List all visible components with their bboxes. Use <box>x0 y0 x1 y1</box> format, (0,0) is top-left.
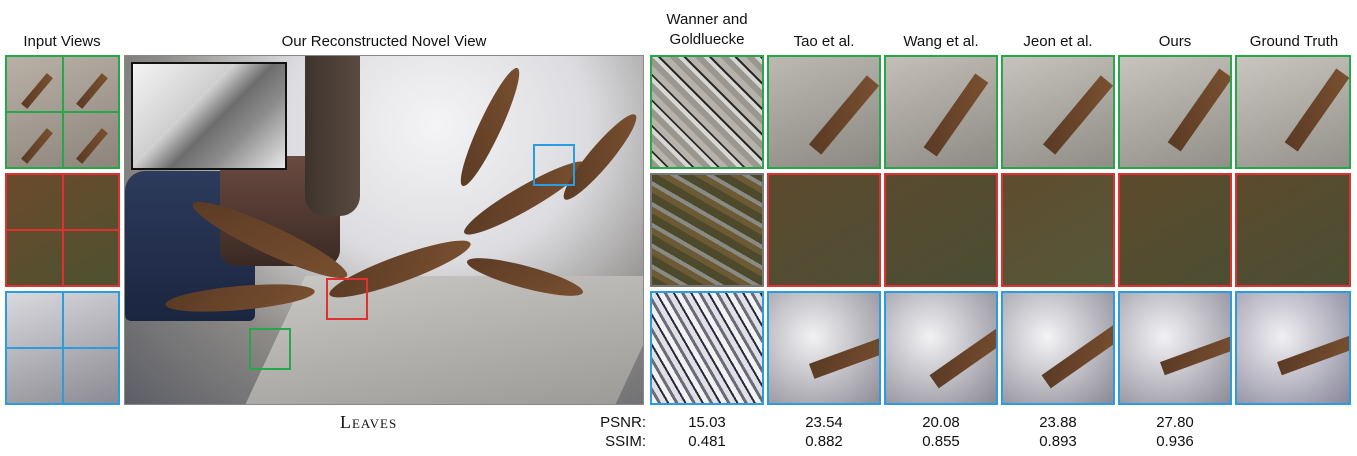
scene-label: Leaves <box>340 412 397 433</box>
tile-ground-truth-blue <box>1235 291 1351 405</box>
input-views-red <box>5 173 120 287</box>
ssim-wang: 0.855 <box>884 432 998 451</box>
tile-wang-green <box>884 55 998 169</box>
tile-ours-red <box>1118 173 1232 287</box>
header-novel-view: Our Reconstructed Novel View <box>124 32 644 52</box>
highlight-box-blue <box>533 144 575 186</box>
tile-wanner-green <box>650 55 764 169</box>
header-method-ground-truth: Ground Truth <box>1235 32 1353 52</box>
ssim-jeon: 0.893 <box>1001 432 1115 451</box>
tree-trunk <box>305 56 360 216</box>
ssim-wanner: 0.481 <box>650 432 764 451</box>
tile-jeon-red <box>1001 173 1115 287</box>
tile-ground-truth-red <box>1235 173 1351 287</box>
highlight-box-green <box>249 328 291 370</box>
input-views-blue <box>5 291 120 405</box>
novel-view-image <box>124 55 644 405</box>
tile-ours-blue <box>1118 291 1232 405</box>
header-method-ours: Ours <box>1118 32 1232 52</box>
tile-jeon-blue <box>1001 291 1115 405</box>
ssim-ours: 0.936 <box>1118 432 1232 451</box>
highlight-box-red <box>326 278 368 320</box>
psnr-ours: 27.80 <box>1118 413 1232 432</box>
tile-wanner-red <box>650 173 764 287</box>
psnr-wang: 20.08 <box>884 413 998 432</box>
header-method-tao: Tao et al. <box>767 32 881 52</box>
psnr-jeon: 23.88 <box>1001 413 1115 432</box>
tile-wang-blue <box>884 291 998 405</box>
header-method-wang: Wang et al. <box>884 32 998 52</box>
header-input-views: Input Views <box>0 32 124 52</box>
tile-tao-red <box>767 173 881 287</box>
header-method-jeon: Jeon et al. <box>1001 32 1115 52</box>
input-views-green <box>5 55 120 169</box>
header-method-wanner: Wanner and Goldluecke <box>650 10 764 50</box>
tile-wang-red <box>884 173 998 287</box>
tile-ground-truth-green <box>1235 55 1351 169</box>
tile-ours-green <box>1118 55 1232 169</box>
ssim-tao: 0.882 <box>767 432 881 451</box>
tile-jeon-green <box>1001 55 1115 169</box>
psnr-label: PSNR: <box>580 413 646 432</box>
tile-tao-blue <box>767 291 881 405</box>
tile-tao-green <box>767 55 881 169</box>
tile-wanner-blue <box>650 291 764 405</box>
ssim-label: SSIM: <box>580 432 646 451</box>
psnr-tao: 23.54 <box>767 413 881 432</box>
psnr-wanner: 15.03 <box>650 413 764 432</box>
depth-map-inset <box>131 62 287 170</box>
